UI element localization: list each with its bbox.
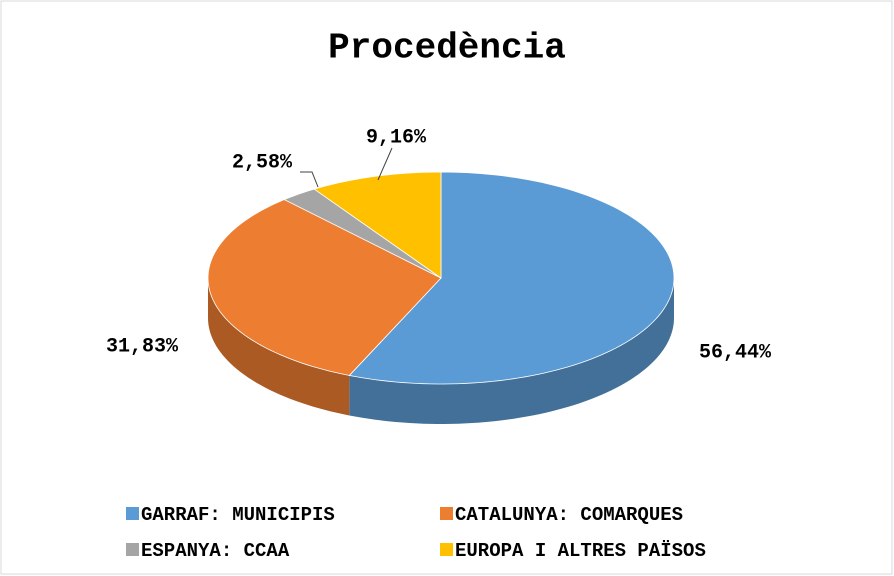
legend-label: EUROPA I ALTRES PAÏSOS [455, 540, 706, 562]
slice [348, 171, 675, 385]
data-label: 9,16% [366, 126, 427, 149]
legend-swatch [440, 507, 453, 520]
legend-label: CATALUNYA: COMARQUES [455, 504, 683, 526]
leader-line [377, 147, 393, 181]
slice-side [208, 278, 350, 416]
legend-swatch [126, 543, 139, 556]
slice [313, 171, 442, 279]
data-label: 2,58% [232, 151, 293, 174]
legend-swatch [440, 543, 453, 556]
legend-label: ESPANYA: CCAA [141, 540, 290, 562]
chart-title: Procedència [328, 28, 566, 69]
data-label: 56,44% [699, 341, 772, 364]
slice [283, 188, 442, 279]
slice [207, 199, 442, 376]
leader-line [300, 171, 319, 188]
data-label: 31,83% [106, 335, 179, 358]
legend-label: GARRAF: MUNICIPIS [141, 504, 335, 526]
legend-swatch [126, 507, 139, 520]
slice-side [349, 278, 674, 424]
